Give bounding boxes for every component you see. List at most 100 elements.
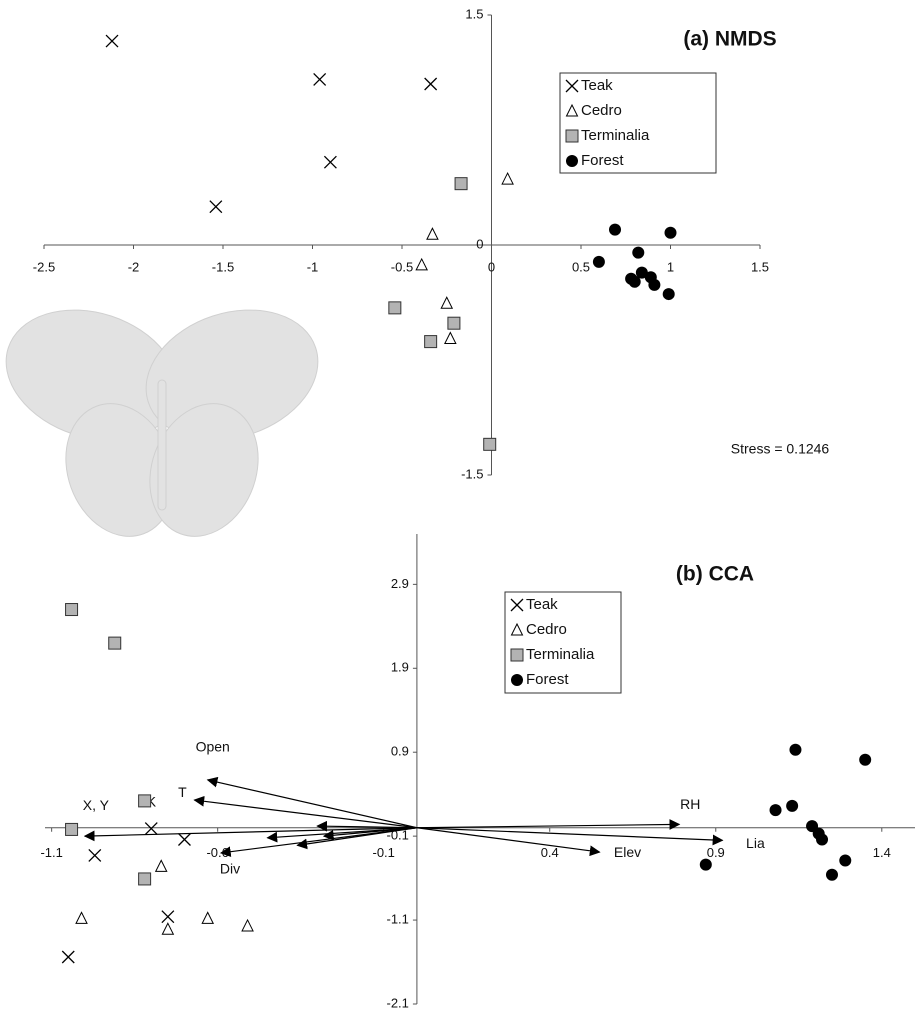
triangle-marker bbox=[241, 918, 254, 932]
circle-marker bbox=[789, 743, 802, 756]
x-tick-label: 0 bbox=[488, 259, 495, 274]
square-marker bbox=[424, 335, 438, 349]
triangle-marker bbox=[415, 257, 428, 271]
circle-marker bbox=[662, 288, 675, 301]
legend-label: Forest bbox=[581, 152, 624, 169]
circle-marker bbox=[699, 858, 712, 871]
circle-marker bbox=[786, 799, 799, 812]
annotation: Stress = 0.1246 bbox=[731, 441, 830, 457]
legend-label: Teak bbox=[581, 77, 613, 94]
arrow bbox=[296, 827, 417, 850]
square-marker bbox=[138, 872, 152, 886]
arrow-label: RH bbox=[680, 796, 700, 812]
x-tick-label: 0.9 bbox=[707, 845, 725, 860]
square-marker bbox=[510, 648, 524, 662]
arrow-label: T bbox=[178, 784, 187, 800]
circle-marker bbox=[664, 226, 677, 239]
triangle-marker bbox=[426, 227, 439, 240]
legend-label: Terminalia bbox=[526, 646, 595, 663]
y-tick-label: 2.9 bbox=[391, 576, 409, 591]
arrow-label: X, Y bbox=[83, 797, 110, 813]
square-marker bbox=[454, 177, 468, 191]
y-tick-label: -1.1 bbox=[387, 912, 409, 927]
circle-marker bbox=[635, 266, 648, 279]
square-marker bbox=[138, 794, 152, 808]
circle-marker bbox=[511, 674, 523, 686]
arrow bbox=[219, 827, 417, 858]
arrow-label: Open bbox=[196, 739, 230, 755]
x-tick-label: 1 bbox=[667, 259, 674, 274]
arrow bbox=[193, 795, 417, 829]
triangle-marker bbox=[510, 622, 524, 636]
x-marker bbox=[144, 822, 158, 836]
x-tick-label: -2 bbox=[128, 259, 140, 274]
x-marker bbox=[565, 79, 579, 93]
circle-marker bbox=[825, 868, 838, 881]
x-marker bbox=[323, 155, 337, 169]
y-tick-label: 0.9 bbox=[391, 744, 409, 759]
circle-marker bbox=[609, 223, 622, 236]
x-marker bbox=[105, 34, 119, 48]
x-marker bbox=[61, 950, 75, 964]
x-tick-label: -0.5 bbox=[391, 259, 413, 274]
arrow bbox=[83, 827, 417, 842]
x-tick-label: 0.5 bbox=[572, 259, 590, 274]
butterfly-watermark bbox=[5, 309, 319, 537]
square-marker bbox=[447, 316, 461, 330]
x-tick-label: -0.1 bbox=[372, 845, 394, 860]
x-marker bbox=[161, 910, 175, 924]
circle-marker bbox=[628, 275, 641, 288]
triangle-marker bbox=[154, 859, 168, 872]
x-tick-label: 1.4 bbox=[873, 845, 891, 860]
arrow-label: Div bbox=[220, 861, 240, 877]
square-marker bbox=[565, 129, 579, 143]
square-marker bbox=[65, 603, 79, 617]
y-tick-label: -2.1 bbox=[387, 995, 409, 1010]
triangle-marker bbox=[161, 922, 175, 935]
x-tick-label: 1.5 bbox=[751, 259, 769, 274]
arrow bbox=[416, 827, 601, 857]
arrow bbox=[416, 819, 681, 830]
legend-label: Cedro bbox=[581, 102, 622, 119]
arrow-label: K bbox=[147, 794, 157, 810]
triangle-marker bbox=[440, 296, 454, 309]
circle-marker bbox=[632, 246, 645, 259]
x-tick-label: 0.4 bbox=[541, 845, 559, 860]
x-marker bbox=[178, 833, 191, 846]
x-tick-label: -2.5 bbox=[33, 259, 55, 274]
triangle-marker bbox=[444, 331, 457, 345]
square-marker bbox=[108, 636, 122, 650]
legend-box bbox=[504, 591, 622, 694]
circle-marker bbox=[566, 155, 578, 167]
circle-marker bbox=[816, 833, 829, 846]
circle-marker bbox=[769, 804, 782, 817]
arrow bbox=[206, 776, 418, 829]
circle-marker bbox=[839, 854, 852, 867]
legend-label: Forest bbox=[526, 671, 569, 688]
x-marker bbox=[88, 848, 102, 862]
arrow bbox=[322, 827, 417, 841]
x-marker bbox=[209, 200, 223, 214]
legend-label: Terminalia bbox=[581, 127, 650, 144]
triangle-marker bbox=[501, 171, 514, 185]
triangle-marker bbox=[565, 103, 579, 117]
legend-label: Teak bbox=[526, 596, 558, 613]
legend-box bbox=[559, 72, 717, 174]
x-marker bbox=[510, 598, 524, 612]
arrow-label: Lia bbox=[746, 835, 765, 851]
arrow bbox=[416, 827, 724, 846]
square-marker bbox=[65, 822, 79, 836]
triangle-marker bbox=[201, 911, 215, 924]
circle-marker bbox=[859, 753, 872, 766]
triangle-marker bbox=[75, 911, 88, 924]
chart-title: (b) CCA bbox=[676, 563, 754, 586]
x-marker bbox=[313, 72, 327, 86]
x-tick-label: -1.1 bbox=[40, 845, 62, 860]
arrow bbox=[316, 820, 417, 832]
legend-label: Cedro bbox=[526, 621, 567, 638]
chart-title: (a) NMDS bbox=[683, 28, 776, 51]
circle-marker bbox=[592, 255, 605, 268]
circle-marker bbox=[648, 278, 661, 291]
